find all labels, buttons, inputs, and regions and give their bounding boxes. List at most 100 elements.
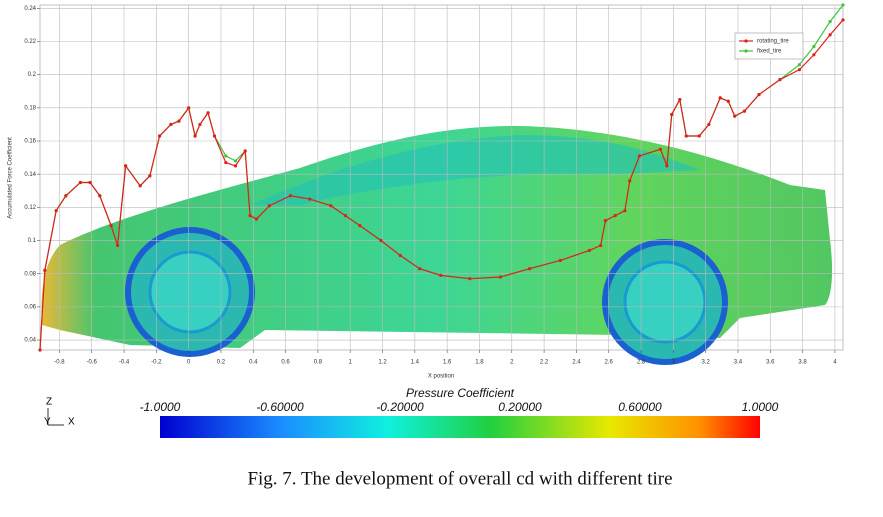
series-point: [54, 209, 58, 213]
x-tick-label: 0.8: [314, 360, 323, 366]
y-tick-label: 0.24: [24, 6, 36, 12]
series-point: [468, 277, 472, 281]
chart-layer: -0.8 -0.6 -0.4 -0.2 0 0.2 0.4 0.6 0.8 1 1.2 1.4 1.6 1…: [24, 3, 845, 366]
series-point: [726, 99, 730, 103]
x-tick-label: 2.2: [540, 360, 549, 366]
series-point: [88, 180, 92, 185]
x-tick-label: -0.2: [151, 360, 162, 366]
axes-triad: Z Y X: [44, 397, 75, 428]
colorbar-label: -1.0000: [140, 400, 181, 414]
series-point: [177, 119, 181, 123]
series-point: [148, 174, 152, 178]
series-point: [812, 44, 816, 49]
series-point: [613, 214, 617, 218]
car-render: [41, 125, 833, 365]
series-point: [678, 97, 682, 102]
series-point: [64, 194, 68, 198]
series-point: [193, 134, 197, 138]
series-point: [841, 18, 845, 22]
x-tick-label: 3.4: [734, 360, 743, 366]
series-point: [778, 78, 782, 82]
series-point: [637, 154, 642, 158]
legend-marker: [744, 49, 748, 53]
series-point: [254, 217, 259, 221]
colorbar-label: 0.20000: [498, 400, 542, 414]
series-point: [198, 122, 202, 127]
series-point: [742, 109, 747, 113]
series-point: [841, 3, 845, 7]
y-tick-label: 0.1: [28, 238, 37, 244]
series-point: [623, 209, 627, 213]
series-point: [233, 159, 238, 163]
x-tick-label: -0.4: [119, 360, 130, 366]
series-point: [267, 204, 272, 208]
series-point: [658, 147, 663, 151]
series-point: [233, 164, 238, 168]
series-point: [243, 149, 247, 153]
x-tick-label: 2.4: [572, 360, 581, 366]
series-point: [138, 184, 142, 188]
series-point: [78, 180, 82, 185]
x-tick-label: 2.6: [605, 360, 614, 366]
series-point: [697, 134, 701, 138]
y-tick-label: 0.2: [28, 72, 37, 78]
triad-label: Y: [44, 417, 51, 428]
x-tick-label: 0.4: [249, 360, 258, 366]
series-point: [527, 267, 532, 271]
x-tick-label: 0.6: [281, 360, 290, 366]
series-point: [206, 111, 210, 115]
series-point: [187, 106, 191, 110]
series-point: [665, 164, 669, 168]
legend: rotating_tire fixed_tire: [734, 32, 804, 60]
series-point: [733, 114, 737, 118]
legend-label: fixed_tire: [757, 49, 782, 55]
x-tick-label: 3.8: [798, 360, 807, 366]
x-tick-label: 0.2: [217, 360, 226, 366]
car-window: [250, 135, 700, 205]
x-tick-label: 1.8: [475, 360, 484, 366]
x-axis-title: X position: [428, 374, 454, 380]
series-point: [498, 275, 503, 279]
x-tick-label: 1: [349, 360, 353, 366]
x-tick-label: -0.8: [54, 360, 65, 366]
triad-label: X: [68, 417, 75, 428]
series-point: [628, 179, 632, 183]
y-tick-label: 0.22: [24, 39, 36, 45]
series-point: [603, 219, 608, 223]
series-point: [379, 238, 383, 243]
series-point: [558, 258, 562, 263]
y-tick-label: 0.14: [24, 172, 36, 178]
x-tick-label: 4: [833, 360, 837, 366]
x-tick-label: 2: [510, 360, 514, 366]
rear-rim: [623, 260, 707, 344]
series-point: [115, 243, 120, 248]
series-point: [599, 243, 603, 248]
series-point: [439, 273, 443, 277]
x-tick-label: 1.2: [378, 360, 387, 366]
series-point: [707, 122, 711, 127]
series-point: [169, 122, 173, 127]
x-tick-label: 3: [672, 360, 676, 366]
series-point: [38, 348, 42, 352]
series-point: [288, 194, 293, 198]
series-point: [587, 248, 591, 253]
x-tick-label: 3.2: [701, 360, 710, 366]
series-point: [224, 160, 228, 165]
series-point: [718, 96, 722, 100]
y-tick-label: 0.04: [24, 338, 36, 344]
x-tick-label: 3.6: [766, 360, 775, 366]
series-point: [43, 268, 47, 272]
series-point: [684, 134, 688, 138]
y-tick-label: 0.08: [24, 271, 36, 277]
series-point: [329, 204, 333, 208]
x-tick-label: -0.6: [87, 360, 98, 366]
series-point: [757, 92, 761, 97]
series-point: [109, 224, 113, 228]
front-rim: [148, 250, 232, 334]
y-tick-label: 0.16: [24, 139, 36, 145]
colorbar-title: Pressure Coefficient: [406, 386, 515, 400]
series-point: [398, 253, 402, 258]
y-axis-title: Accumulated Force Coefficient: [8, 137, 14, 219]
legend-box: [734, 32, 804, 60]
